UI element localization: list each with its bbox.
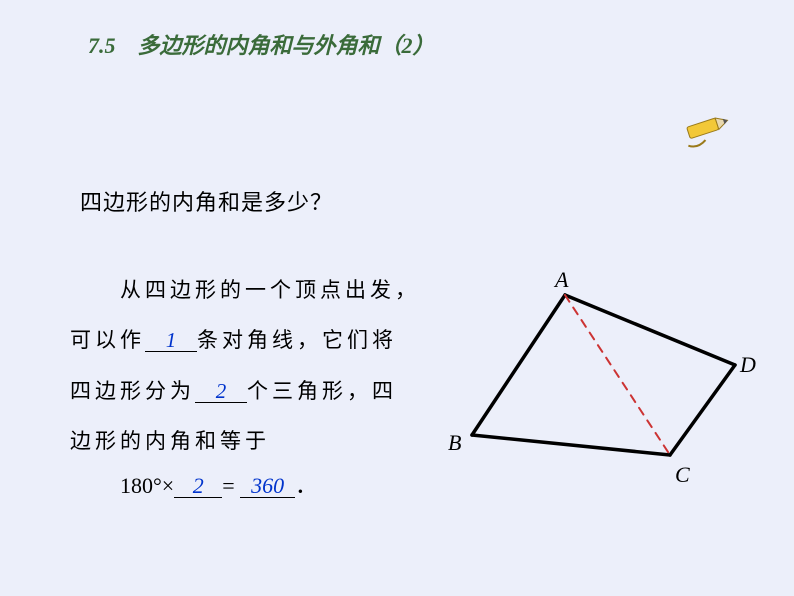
eq-suffix: ． [295,473,323,498]
section-title: 7.5 多边形的内角和与外角和（2） [88,28,435,60]
vertex-label-d: D [740,352,756,378]
fill-2: 2 [216,379,227,403]
body-paragraph: 从四边形的一个顶点出发， 可以作 1 条对角线，它们将 四边形分为 2 个三角形，四 边… [70,265,470,467]
vertex-label-c: C [675,462,690,488]
fill-4: 360 [251,473,284,498]
para-line3-pre: 四边形分为 [70,379,195,403]
equation-line: 180°× 2 = 360 ． [120,468,323,500]
fill-3: 2 [193,473,204,498]
para-line2-post: 条对角线，它们将 [197,328,397,352]
quadrilateral-diagram: A B C D [440,270,760,510]
blank-3: 2 [174,474,222,498]
blank-4: 360 [240,474,295,498]
fill-1: 1 [166,328,177,352]
para-line3-post: 个三角形，四 [247,379,397,403]
question-text: 四边形的内角和是多少？ [80,185,333,217]
eq-mid: = [222,473,240,498]
blank-2: 2 [195,380,247,403]
pencil-icon [674,108,734,155]
vertex-label-b: B [448,430,461,456]
para-line1: 从四边形的一个顶点出发， [70,278,420,302]
eq-prefix: 180°× [120,473,174,498]
vertex-label-a: A [555,267,568,293]
blank-1: 1 [145,329,197,352]
para-line4: 边形的内角和等于 [70,429,270,453]
para-line2-pre: 可以作 [70,328,145,352]
